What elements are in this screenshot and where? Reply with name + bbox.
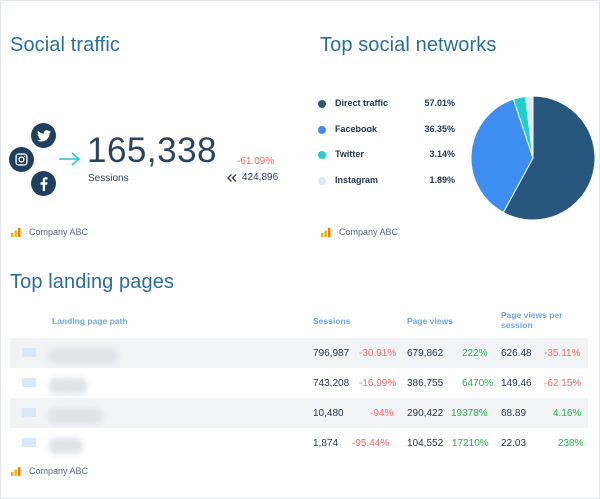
legend-item: Instagram 1.89% (318, 175, 463, 201)
cell-page-views: 679,862 (407, 348, 444, 359)
cell-pvps: 68.89 (501, 408, 527, 419)
page-icon (22, 438, 36, 447)
legend-value: 57.01% (424, 98, 455, 108)
table-header: Landing page path Sessions Page views Pa… (10, 308, 588, 338)
cell-pvps: 149.46 (501, 378, 532, 389)
cell-sessions: 743,208 (313, 378, 350, 389)
legend-item: Twitter 3.14% (318, 149, 463, 175)
social-networks-pie-chart (470, 95, 596, 221)
cell-pvps-change: -62.15% (544, 378, 582, 389)
footer-company: Company ABC (29, 466, 89, 476)
social-icons-group (9, 123, 57, 197)
header-sessions[interactable]: Sessions (313, 316, 351, 326)
legend-value: 36.35% (424, 123, 455, 134)
page-icon (22, 408, 36, 417)
table-row[interactable]: 743,208 -16.99% 386,755 6470% 149.46 -62… (10, 368, 588, 398)
cell-sessions-change: -95.44% (352, 438, 390, 449)
redacted-path (48, 438, 83, 454)
legend-swatch (318, 151, 326, 159)
social-networks-footer: Company ABC (321, 227, 398, 237)
cell-page-views: 104,552 (407, 438, 444, 449)
cell-page-views-change: 222% (462, 348, 488, 359)
legend-swatch (318, 176, 326, 185)
cell-page-views: 290,422 (407, 408, 444, 419)
legend-swatch (318, 100, 326, 108)
cell-page-views-change: 6470% (462, 378, 494, 389)
legend-swatch (318, 125, 326, 134)
legend-value: 3.14% (429, 149, 455, 159)
cell-sessions: 796,987 (313, 348, 350, 359)
table-row[interactable]: 796,987 -30.91% 679,862 222% 626.48 -35.… (10, 338, 588, 368)
footer-company: Company ABC (339, 227, 399, 237)
cell-pvps: 22.03 (501, 438, 527, 449)
redacted-path (48, 378, 88, 394)
previous-period-value: 424,896 (227, 172, 278, 183)
table-row[interactable]: 1,874 -95.44% 104,552 17210% 22.03 238% (10, 428, 588, 458)
cell-sessions: 1,874 (313, 438, 339, 449)
bar-chart-logo-icon (11, 227, 21, 237)
bar-chart-logo-icon (11, 466, 21, 476)
header-pvps-line-1: Page views per (501, 310, 563, 320)
pie-slice-facebook[interactable] (470, 98, 534, 214)
legend-label: Instagram (335, 174, 379, 185)
footer-company: Company ABC (29, 227, 89, 237)
cell-page-views-change: 17210% (452, 438, 489, 449)
social-traffic-title: Social traffic (10, 34, 120, 56)
cell-page-views: 386,755 (407, 378, 444, 389)
cell-sessions-change: -16.99% (359, 378, 397, 389)
instagram-icon (9, 147, 34, 172)
redacted-path (48, 348, 118, 364)
legend-value: 1.89% (429, 174, 455, 185)
header-page-views-per-session[interactable]: Page views per session (501, 310, 562, 330)
cell-sessions: 10,480 (313, 408, 344, 419)
legend-label: Twitter (335, 149, 364, 159)
top-landing-pages-title: Top landing pages (10, 271, 175, 293)
facebook-icon (31, 171, 56, 196)
cell-sessions-change: -94% (370, 408, 394, 419)
bar-chart-logo-icon (321, 227, 331, 237)
landing-pages-footer: Company ABC (11, 466, 88, 476)
pie-slice-instagram[interactable] (524, 95, 534, 159)
header-landing-page-path[interactable]: Landing page path (52, 316, 128, 326)
previous-value-text: 424,896 (242, 172, 279, 183)
sessions-label: Sessions (88, 173, 129, 184)
arrow-right-icon (59, 152, 81, 166)
cell-pvps: 626.48 (501, 348, 532, 359)
legend-item: Facebook 36.35% (318, 124, 463, 150)
cell-pvps-change: 238% (558, 438, 584, 449)
pie-slice-direct-traffic[interactable] (502, 95, 596, 221)
redacted-path (48, 408, 103, 424)
header-pvps-line-2: session (501, 320, 533, 330)
twitter-icon (31, 123, 56, 148)
top-social-networks-title: Top social networks (320, 34, 497, 56)
landing-pages-table: Landing page path Sessions Page views Pa… (10, 308, 588, 458)
page-icon (22, 348, 36, 357)
double-chevron-left-icon (227, 173, 237, 182)
social-traffic-footer: Company ABC (11, 227, 88, 237)
cell-sessions-change: -30.91% (359, 348, 397, 359)
legend-label: Direct traffic (335, 98, 389, 108)
table-row[interactable]: 10,480 -94% 290,422 19378% 68.89 4.16% (10, 398, 588, 428)
page-icon (22, 378, 36, 387)
header-page-views[interactable]: Page views (407, 316, 453, 326)
total-sessions-value: 165,338 (87, 131, 218, 170)
legend-label: Facebook (335, 123, 378, 134)
sessions-change-percent: -61.09% (237, 156, 275, 167)
legend-item: Direct traffic 57.01% (318, 98, 463, 124)
cell-pvps-change: -35.11% (544, 348, 581, 359)
pie-legend: Direct traffic 57.01% Facebook 36.35% Tw… (318, 98, 463, 200)
cell-pvps-change: 4.16% (553, 408, 582, 419)
cell-page-views-change: 19378% (451, 408, 488, 419)
